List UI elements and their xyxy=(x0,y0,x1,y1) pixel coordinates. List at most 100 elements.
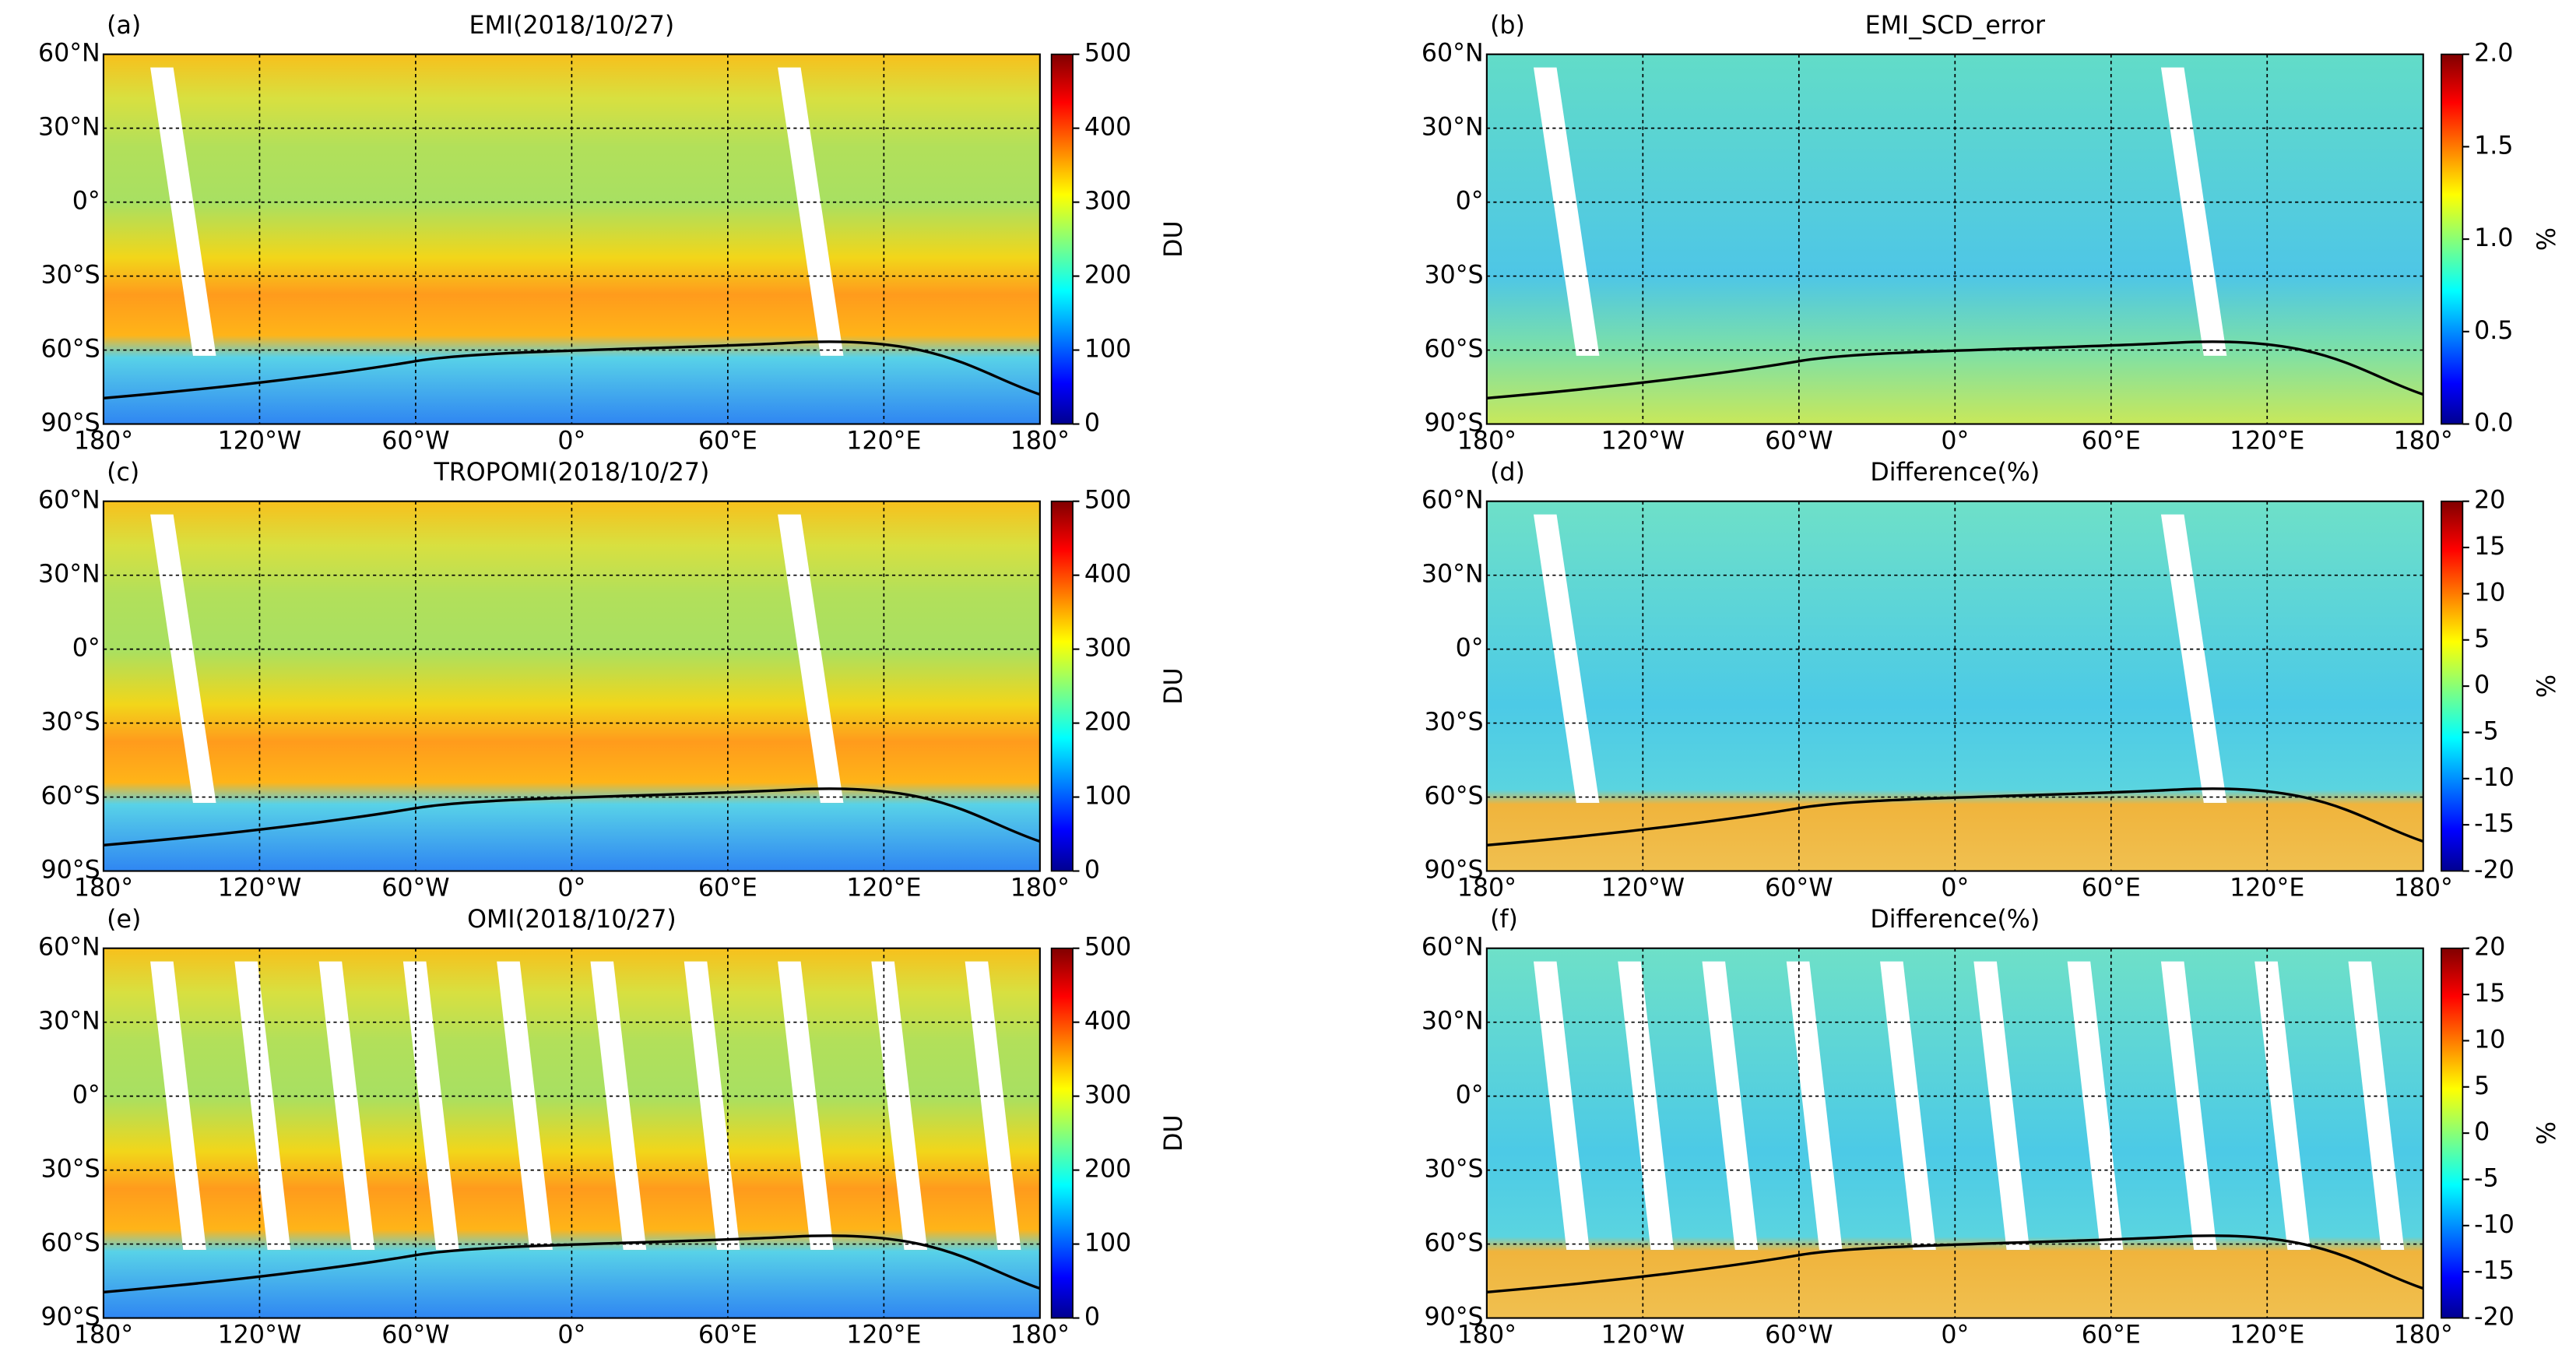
x-tick-label: 120°W xyxy=(218,875,302,903)
x-tick-label: 120°W xyxy=(1601,875,1685,903)
x-tick-label: 120°W xyxy=(1601,1321,1685,1350)
y-tick-label: 0° xyxy=(72,635,100,663)
y-tick-label: 30°N xyxy=(38,1008,100,1036)
colorbar xyxy=(2441,53,2464,425)
map-panel: 180° 120°W 60°W 0° 60°E 120°E 180°90°S60°S30°S… xyxy=(1422,906,2561,1350)
x-tick-label: 60°W xyxy=(381,875,449,903)
x-tick-label: 120°E xyxy=(2230,428,2304,456)
x-tick-label: 60°E xyxy=(698,428,757,456)
y-tick-label: 30°S xyxy=(1424,709,1483,737)
antarctic-coast xyxy=(1486,340,2424,399)
x-tick-label: 0° xyxy=(1941,428,1969,456)
data-gap xyxy=(1786,961,1843,1250)
y-tick-label: 30°N xyxy=(38,114,100,142)
colorbar-label: DU xyxy=(1160,667,1188,705)
colorbar-tick-label: 0.5 xyxy=(2474,317,2513,345)
y-tick-label: 90°S xyxy=(41,857,100,885)
colorbar-tick-label: -20 xyxy=(2474,857,2514,885)
colorbar-tick-label: 1.5 xyxy=(2474,132,2513,160)
colorbar xyxy=(1050,947,1074,1319)
data-gap xyxy=(150,961,206,1250)
colorbar-tick-label: 400 xyxy=(1084,561,1131,589)
colorbar-tick-label: 20 xyxy=(2474,934,2505,962)
y-tick-label: 30°S xyxy=(41,262,100,290)
colorbar-tick-label: 10 xyxy=(2474,1026,2505,1054)
colorbar-tick-label: 5 xyxy=(2474,625,2490,653)
x-tick-label: 180° xyxy=(2394,1321,2453,1350)
data-gap xyxy=(1533,514,1600,803)
x-tick-label: 120°E xyxy=(2230,875,2304,903)
colorbar-tick-label: 1.0 xyxy=(2474,224,2513,252)
y-tick-label: 60°S xyxy=(1424,783,1483,811)
colorbar-tick-label: -10 xyxy=(2474,1211,2514,1239)
data-gap xyxy=(1618,961,1675,1250)
colorbar-tick-label: 10 xyxy=(2474,579,2505,607)
x-tick-label: 180° xyxy=(2394,875,2453,903)
x-tick-label: 120°E xyxy=(2230,1321,2304,1350)
data-gap xyxy=(684,961,740,1250)
y-tick-label: 30°N xyxy=(1422,561,1484,589)
data-gap xyxy=(2160,67,2227,356)
x-tick-label: 0° xyxy=(557,1321,585,1350)
y-tick-label: 60°N xyxy=(1422,40,1484,68)
data-gap xyxy=(2160,514,2227,803)
y-tick-label: 0° xyxy=(72,1082,100,1110)
colorbar xyxy=(2441,500,2464,872)
y-tick-label: 60°N xyxy=(38,487,100,515)
data-gap xyxy=(1973,961,2030,1250)
data-gap xyxy=(2067,961,2124,1250)
x-tick-label: 180° xyxy=(1010,875,1070,903)
data-gap xyxy=(871,961,928,1250)
colorbar-tick-label: 100 xyxy=(1084,336,1131,364)
colorbar-tick-label: 400 xyxy=(1084,1008,1131,1036)
y-tick-label: 60°S xyxy=(41,783,100,811)
x-tick-label: 60°E xyxy=(698,1321,757,1350)
y-tick-label: 30°N xyxy=(38,561,100,589)
x-tick-label: 0° xyxy=(557,875,585,903)
antarctic-coast xyxy=(103,340,1041,399)
y-tick-label: 60°N xyxy=(38,40,100,68)
panel-label: (f) xyxy=(1490,906,1518,934)
panel-label: (b) xyxy=(1490,12,1525,40)
y-tick-label: 60°N xyxy=(1422,487,1484,515)
colorbar-tick-label: 400 xyxy=(1084,114,1131,142)
data-gap xyxy=(590,961,647,1250)
panel-title: TROPOMI(2018/10/27) xyxy=(433,459,709,487)
x-tick-label: 180° xyxy=(1457,875,1516,903)
x-tick-label: 0° xyxy=(1941,1321,1969,1350)
x-tick-label: 120°W xyxy=(1601,428,1685,456)
y-tick-label: 90°S xyxy=(41,1304,100,1332)
colorbar xyxy=(1050,500,1074,872)
x-tick-label: 60°W xyxy=(1765,1321,1833,1350)
colorbar-label: % xyxy=(2533,674,2561,698)
panel-title: Difference(%) xyxy=(1870,906,2040,934)
colorbar-tick-label: 100 xyxy=(1084,783,1131,811)
colorbar-label: % xyxy=(2533,1121,2561,1145)
map-panel: 180° 120°W 60°W 0° 60°E 120°E 180°90°S60°S30°S… xyxy=(38,459,1188,903)
colorbar-tick-label: 0 xyxy=(2474,671,2490,699)
colorbar-tick-label: -10 xyxy=(2474,764,2514,792)
panel-label: (a) xyxy=(107,12,141,40)
data-gap xyxy=(1880,961,1936,1250)
map-panel: 180° 120°W 60°W 0° 60°E 120°E 180°90°S60°S30°S… xyxy=(38,906,1188,1350)
y-tick-label: 90°S xyxy=(1424,1304,1483,1332)
x-tick-label: 120°E xyxy=(846,428,921,456)
data-gap xyxy=(1533,67,1600,356)
x-tick-label: 120°E xyxy=(846,875,921,903)
map-panel: 180° 120°W 60°W 0° 60°E 120°E 180°90°S60°S30°S… xyxy=(1422,12,2561,456)
x-tick-label: 60°W xyxy=(381,428,449,456)
x-tick-label: 0° xyxy=(1941,875,1969,903)
x-tick-label: 60°W xyxy=(1765,428,1833,456)
data-gap xyxy=(2348,961,2405,1250)
colorbar-tick-label: 20 xyxy=(2474,487,2505,515)
antarctic-coast xyxy=(103,787,1041,846)
y-tick-label: 60°S xyxy=(1424,336,1483,364)
colorbar-tick-label: 500 xyxy=(1084,40,1131,68)
x-tick-label: 60°E xyxy=(2082,875,2141,903)
x-tick-label: 180° xyxy=(1010,1321,1070,1350)
colorbar-label: DU xyxy=(1160,1114,1188,1152)
y-tick-label: 30°S xyxy=(41,1156,100,1184)
data-gap xyxy=(150,514,216,803)
y-tick-label: 60°N xyxy=(1422,934,1484,962)
